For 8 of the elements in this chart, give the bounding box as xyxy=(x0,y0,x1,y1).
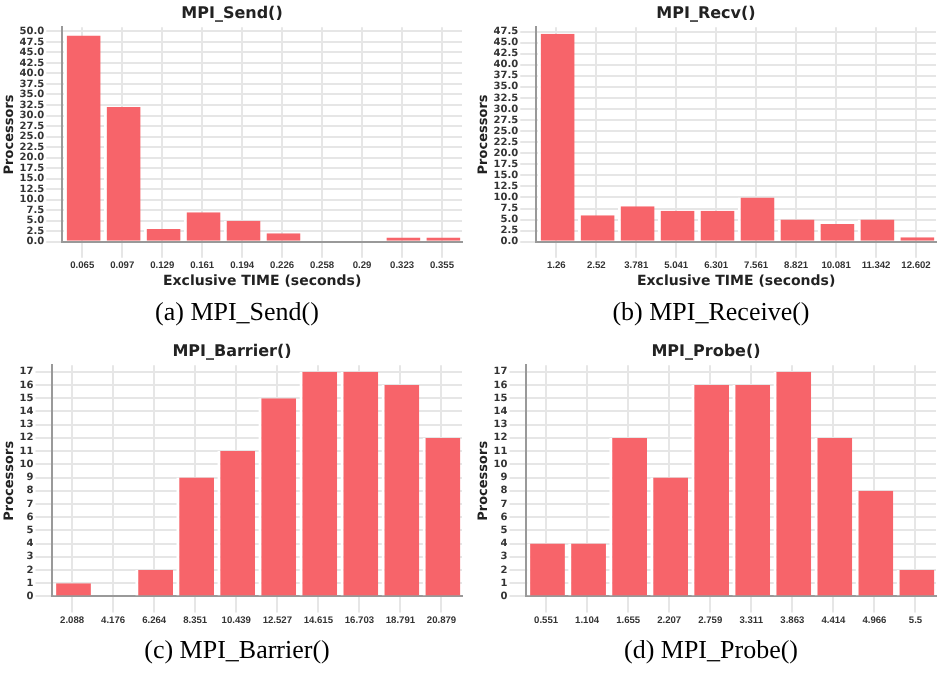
text: (a) MPI_Send() xyxy=(153,294,321,330)
text: (d) MPI_Probe() xyxy=(621,632,800,668)
chart-title: MPI_Send() xyxy=(181,3,283,22)
chart-title: MPI_Probe() xyxy=(651,341,761,360)
chart-title: MPI_Recv() xyxy=(656,3,756,22)
text: (c) MPI_Barrier() xyxy=(142,632,332,668)
text: (b) MPI_Receive() xyxy=(610,294,812,330)
chart-title: MPI_Barrier() xyxy=(172,341,292,360)
